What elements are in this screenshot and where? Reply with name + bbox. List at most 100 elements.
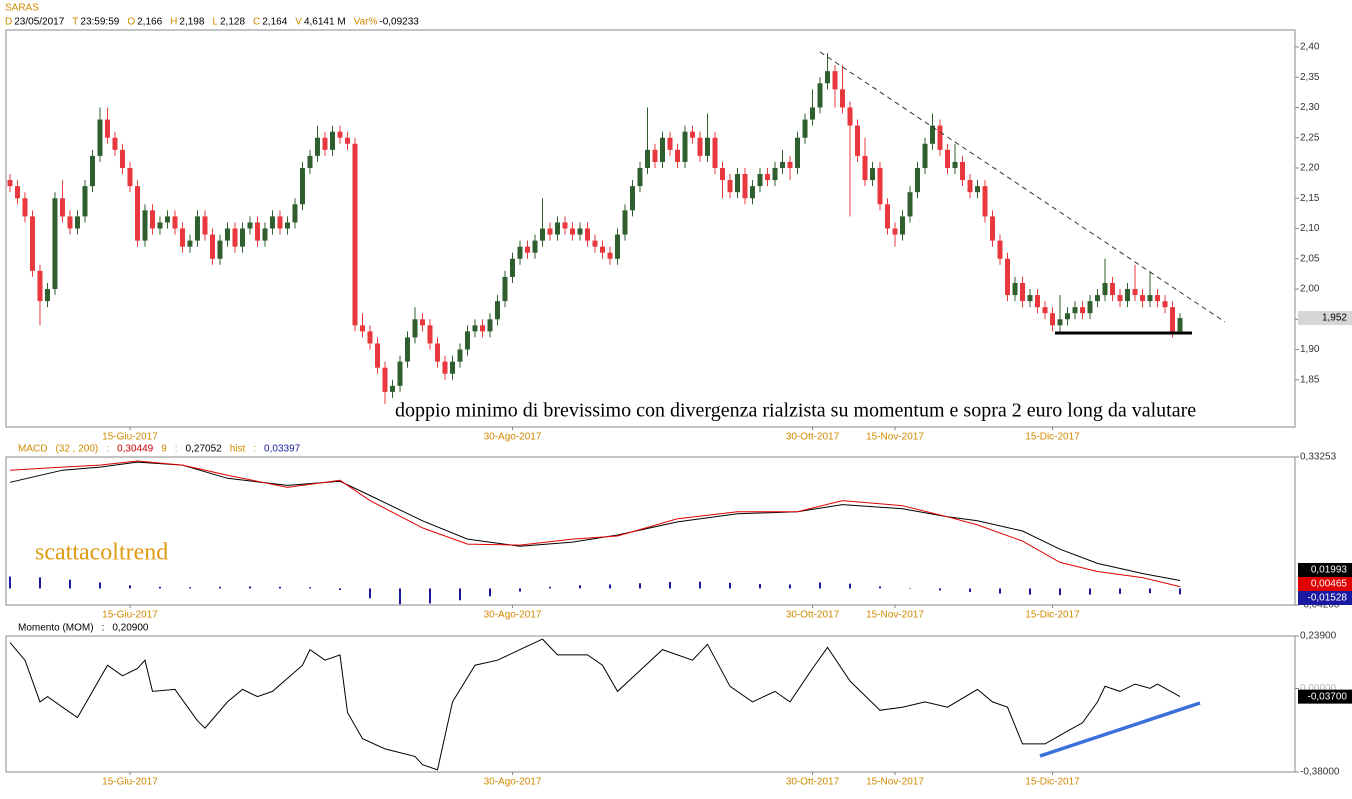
candle-body: [254, 222, 260, 241]
candle-body: [502, 276, 508, 302]
candle-body: [652, 149, 658, 162]
candle-body: [367, 331, 373, 344]
candle-body: [802, 119, 808, 138]
candle-body: [487, 319, 493, 332]
candle-body: [217, 240, 223, 259]
histogram-bar: [218, 586, 221, 589]
histogram-bar: [38, 577, 41, 589]
histogram-bar: [819, 582, 822, 589]
indicator-header: 0,30449: [117, 444, 154, 455]
candle-body: [239, 228, 245, 247]
candle-body: [442, 361, 448, 374]
candle-body: [1155, 295, 1161, 302]
last-value-box: [1298, 577, 1352, 591]
candle-body: [344, 137, 350, 144]
candle-body: [1162, 301, 1168, 308]
candle-body: [164, 216, 170, 223]
candle-body: [352, 143, 358, 326]
histogram-bar: [939, 588, 942, 591]
annotation: doppio minimo di brevissimo con divergen…: [395, 400, 1196, 422]
y-tick-label: 0,23900: [1300, 631, 1337, 642]
x-tick-label: 30-Ago-2017: [484, 610, 542, 621]
candle-body: [750, 186, 756, 199]
panel-frame: [5, 456, 1296, 606]
candle-body: [412, 319, 418, 338]
candle-body: [705, 137, 711, 156]
candle-body: [870, 167, 876, 181]
histogram-bar: [789, 584, 792, 589]
histogram-bar: [398, 588, 401, 605]
histogram-bar: [548, 586, 551, 589]
candle-body: [299, 167, 305, 205]
candle-body: [1170, 307, 1176, 332]
candle-body: [644, 149, 650, 168]
candle-body: [862, 155, 868, 181]
resistance-trendline: [819, 51, 1226, 323]
panel-frame: [5, 635, 1296, 773]
candle-body: [720, 167, 726, 181]
candle-body: [539, 228, 545, 241]
candle-body: [660, 137, 666, 162]
candle-body: [14, 186, 20, 199]
candle-body: [592, 240, 598, 247]
candle-body: [569, 228, 575, 235]
histogram-bar: [699, 581, 702, 589]
candle-body: [765, 174, 771, 181]
header-value: 4,6141 M: [304, 17, 346, 28]
candle-body: [22, 198, 28, 217]
header-key: Var%: [354, 17, 378, 28]
series-line: [9, 460, 1181, 588]
candle-body: [292, 204, 298, 223]
candle-body: [404, 337, 410, 362]
candle-body: [524, 246, 530, 253]
histogram-bar: [1059, 588, 1062, 596]
series-line: [9, 461, 1181, 581]
candle-body: [787, 161, 793, 168]
candle-body: [982, 186, 988, 217]
histogram-bar: [879, 586, 882, 589]
header-key: C: [253, 17, 260, 28]
candle-body: [314, 137, 320, 156]
candle-body: [457, 349, 463, 362]
histogram-bar: [1149, 588, 1152, 594]
candle-body: [757, 174, 763, 187]
momentum-trendline: [1039, 701, 1201, 758]
x-tick-label: 15-Nov-2017: [866, 777, 924, 788]
candle-body: [277, 216, 283, 229]
histogram-bar: [98, 582, 101, 589]
histogram-bar: [368, 588, 371, 599]
candle-body: [329, 131, 335, 150]
candle-body: [187, 240, 193, 247]
candle-body: [810, 107, 816, 120]
candle-body: [922, 143, 928, 168]
candle-body: [112, 137, 118, 150]
candle-body: [960, 161, 966, 181]
candle-body: [945, 149, 951, 168]
x-tick-label: 15-Giu-2017: [102, 610, 158, 621]
y-tick-label: 2,40: [1300, 42, 1320, 53]
candle-body: [104, 119, 110, 138]
candle-body: [464, 331, 470, 350]
candle-body: [284, 222, 290, 229]
candle-body: [389, 385, 395, 392]
candle-body: [419, 319, 425, 326]
header-key: H: [170, 17, 177, 28]
header-value: 2,198: [179, 17, 204, 28]
candle-body: [127, 167, 133, 187]
y-tick-label: -0,38000: [1300, 767, 1340, 778]
candle-body: [179, 228, 185, 247]
header-key: L: [212, 17, 218, 28]
candle-body: [209, 234, 215, 259]
candle-body: [59, 198, 65, 217]
candle-body: [82, 186, 88, 217]
y-tick-label: -0,04200: [1300, 600, 1340, 611]
histogram-bar: [909, 588, 912, 589]
candle-body: [322, 137, 328, 150]
histogram-bar: [68, 579, 71, 589]
candle-body: [1095, 295, 1101, 302]
histogram-bar: [1029, 588, 1032, 595]
header-key: V: [295, 17, 302, 28]
candle-body: [727, 180, 733, 193]
candle-body: [449, 361, 455, 374]
histogram-bar: [638, 583, 641, 589]
